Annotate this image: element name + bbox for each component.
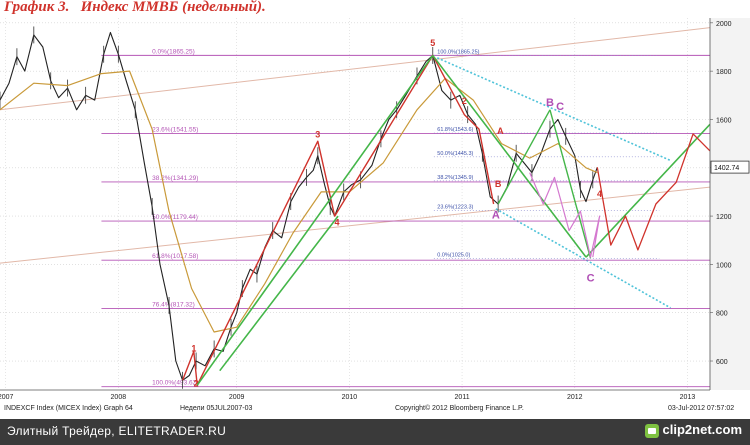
impulse-lower-line	[219, 215, 339, 372]
fib-level-label: 23.6%(1541.55)	[152, 127, 198, 134]
wave-label: 5	[430, 38, 435, 48]
y-axis-band	[710, 18, 750, 390]
impulse-line	[196, 54, 434, 386]
micex-chart: 0.0%(1865.25) 23.6%(1541.55) 38.2%(1341.29…	[0, 18, 750, 412]
footer-caption: Элитный Трейдер, ELITETRADER.RU	[7, 424, 227, 438]
projection-red-line	[596, 133, 711, 251]
fib-level-label: 0.0%(1865.25)	[152, 48, 195, 55]
x-tick-label: 2009	[229, 394, 245, 401]
channel-lower-line	[495, 208, 671, 309]
clip2net-icon	[644, 423, 659, 438]
inner-fib-label: 0.0%(1025.0)	[437, 252, 470, 258]
clip2net-label: clip2net.com	[662, 422, 742, 437]
correction-line	[432, 54, 587, 258]
y-tick-label: 1200	[716, 214, 732, 221]
lower-trend-line	[0, 186, 711, 264]
y-tick-label: 800	[716, 311, 728, 318]
wave-label: 4	[334, 218, 339, 228]
last-price-label: 1402.74	[714, 165, 739, 172]
x-tick-label: 2008	[111, 394, 127, 401]
corrective-b-line	[497, 109, 551, 205]
inner-fib-label: 100.0%(1865.25)	[437, 49, 479, 55]
wave-label: 3	[315, 130, 320, 140]
wave-label: 4	[597, 189, 602, 199]
wave-label: A	[492, 209, 500, 221]
fib-level-label: 61.8%(1017.58)	[152, 253, 198, 260]
info-period: Недели 05JUL2007-03	[180, 405, 253, 412]
info-copyright: Copyright© 2012 Bloomberg Finance L.P.	[395, 404, 524, 412]
wave-label: B	[546, 97, 554, 109]
x-tick-label: 2013	[680, 394, 696, 401]
footer-bar: Элитный Трейдер, ELITETRADER.RU clip2net…	[0, 419, 750, 445]
corrective-c-line	[549, 109, 592, 259]
wave-label: 2	[462, 96, 467, 106]
projection-pink-line	[529, 172, 601, 258]
inner-fib-label: 61.8%(1543.6)	[437, 127, 473, 133]
y-tick-label: 600	[716, 359, 728, 366]
x-tick-label: 2012	[567, 394, 583, 401]
wave-count-line	[181, 54, 495, 386]
wave-label: 2	[194, 378, 199, 388]
chart-heading: График 3. Индекс ММВБ (недельный).	[4, 0, 266, 16]
inner-fib-label: 23.6%(1223.3)	[437, 204, 473, 210]
y-tick-label: 1600	[716, 117, 732, 124]
wave-label: B	[495, 179, 502, 189]
wave-label: 1	[191, 343, 196, 353]
chart-title: Индекс ММВБ (недельный).	[80, 0, 266, 15]
x-tick-label: 2007	[0, 394, 14, 401]
wave-label: A	[497, 126, 504, 136]
upper-trend-line	[0, 27, 711, 111]
x-tick-label: 2011	[455, 394, 470, 401]
heading-label: График 3.	[4, 0, 70, 15]
y-tick-label: 1800	[716, 69, 732, 76]
last-price-box	[710, 160, 750, 174]
info-timestamp: 03-Jul-2012 07:57:02	[668, 405, 734, 412]
inner-fib-label: 38.2%(1345.9)	[437, 175, 473, 181]
info-source: INDEXCF Index (MICEX Index) Graph 64	[4, 405, 133, 412]
inner-fib-label: 50.0%(1445.3)	[437, 151, 473, 157]
channel-upper-line	[436, 57, 671, 162]
fib-level-label: 38.2%(1341.29)	[152, 175, 198, 182]
wave-label: C	[556, 101, 564, 113]
x-tick-label: 2010	[342, 394, 358, 401]
y-tick-label: 1000	[716, 262, 732, 269]
clip2net-logo[interactable]: clip2net.com	[644, 422, 742, 438]
fib-level-label: 100.0%(493.62)	[152, 380, 198, 387]
wave-label: C	[587, 272, 595, 284]
fib-level-label: 50.0%(1179.44)	[152, 214, 198, 221]
y-tick-label: 2000	[716, 21, 732, 28]
fib-level-label: 76.4%(817.32)	[152, 302, 195, 309]
moving-average-line	[0, 70, 598, 333]
